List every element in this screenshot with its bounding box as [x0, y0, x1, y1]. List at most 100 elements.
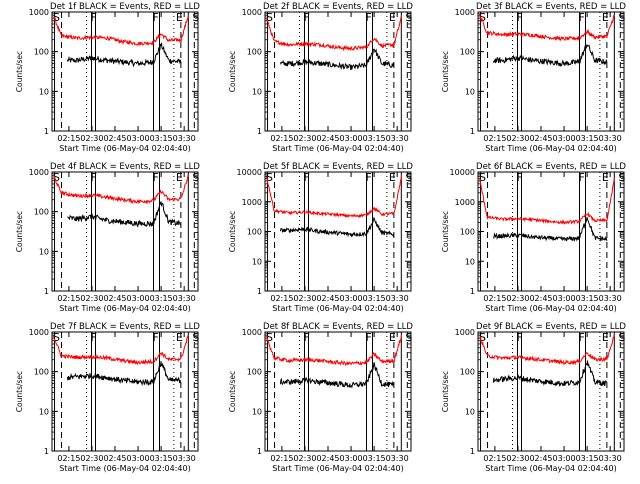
panel: Det 3f BLACK = Events, RED = LLD 1 10 100 10…: [441, 2, 626, 153]
flare-marker-label: F: [579, 171, 585, 184]
flare-marker-label: F: [516, 171, 522, 184]
x-tick-label: 03:00: [127, 294, 150, 303]
y-tick-label: 100: [34, 208, 49, 217]
y-tick-label: 1000: [455, 8, 475, 17]
y-tick-label: 100: [460, 228, 475, 237]
events-series-line: [279, 216, 395, 238]
y-tick-label: 10: [252, 257, 262, 266]
saa-marker-label: S: [266, 11, 273, 24]
x-tick-label: 03:00: [340, 134, 363, 143]
x-axis-label: Start Time (06-May-04 02:04:40): [485, 464, 616, 473]
y-tick-label: 10: [465, 257, 475, 266]
y-axis-label: Counts/sec: [15, 371, 24, 412]
x-tick-label: 03:00: [553, 454, 576, 463]
x-tick-label: 02:30: [80, 134, 103, 143]
eclipse-marker-label: E: [602, 11, 609, 24]
plot-frame: [51, 11, 199, 132]
x-tick-label: 03:15: [576, 454, 599, 463]
x-tick-label: 02:15: [483, 134, 506, 143]
panel: Det 4f BLACK = Events, RED = LLD 1 10 100 10…: [15, 162, 200, 313]
x-tick-label: 03:30: [173, 294, 196, 303]
panel-title: Det 9f BLACK = Events, RED = LLD: [476, 322, 626, 332]
x-axis-label: Start Time (06-May-04 02:04:40): [59, 304, 190, 313]
x-tick-label: 02:45: [316, 454, 339, 463]
y-tick-label: 100: [247, 368, 262, 377]
lld-series-line: [53, 14, 189, 47]
flare-marker-label: F: [303, 331, 309, 344]
y-axis-label: Counts/sec: [441, 51, 450, 92]
events-series-line: [279, 48, 395, 71]
saa-marker-label: S: [405, 11, 412, 24]
x-tick-label: 02:30: [80, 454, 103, 463]
panel: Det 5f BLACK = Events, RED = LLD 1 10 100 10…: [228, 162, 413, 313]
saa-marker-label: S: [53, 11, 60, 24]
x-tick-label: 02:30: [293, 294, 316, 303]
panel: Det 9f BLACK = Events, RED = LLD 1 10 100 10…: [441, 322, 626, 473]
panel: Det 2f BLACK = Events, RED = LLD 1 10 100 10…: [228, 2, 413, 153]
events-series-line: [66, 42, 182, 68]
plot-frame: [477, 331, 625, 452]
flare-marker-label: F: [153, 11, 159, 24]
x-tick-label: 03:15: [363, 454, 386, 463]
events-series-line: [492, 216, 608, 242]
x-axis-label: Start Time (06-May-04 02:04:40): [485, 144, 616, 153]
saa-marker-label: S: [479, 11, 486, 24]
plot-frame: [477, 11, 625, 132]
y-tick-label: 10: [39, 407, 49, 416]
panel-title: Det 6f BLACK = Events, RED = LLD: [476, 162, 626, 172]
x-tick-label: 03:15: [363, 294, 386, 303]
events-series-line: [492, 360, 607, 388]
x-tick-label: 02:15: [270, 294, 293, 303]
x-tick-label: 03:15: [363, 134, 386, 143]
x-tick-label: 03:30: [386, 454, 409, 463]
y-tick-label: 1: [257, 127, 262, 136]
saa-marker-label: S: [618, 11, 625, 24]
eclipse-marker-label: E: [602, 171, 609, 184]
panel: Det 1f BLACK = Events, RED = LLD 1 10 100 10…: [15, 2, 200, 153]
x-tick-label: 03:15: [150, 134, 173, 143]
eclipse-marker-label: E: [602, 331, 609, 344]
x-tick-label: 02:15: [270, 454, 293, 463]
x-tick-label: 02:30: [293, 134, 316, 143]
x-tick-label: 03:15: [150, 294, 173, 303]
lld-series-line: [479, 333, 615, 366]
x-tick-label: 03:30: [173, 454, 196, 463]
flare-marker-label: F: [303, 171, 309, 184]
panel-title: Det 4f BLACK = Events, RED = LLD: [50, 162, 200, 172]
saa-marker-label: S: [192, 331, 199, 344]
x-tick-label: 03:15: [150, 454, 173, 463]
x-tick-label: 02:15: [483, 294, 506, 303]
x-tick-label: 03:30: [173, 134, 196, 143]
y-tick-label: 1: [257, 447, 262, 456]
x-tick-label: 02:45: [103, 454, 126, 463]
flare-marker-label: F: [366, 331, 372, 344]
eclipse-marker-label: E: [176, 11, 183, 24]
y-tick-label: 1: [470, 447, 475, 456]
y-tick-label: 100: [460, 368, 475, 377]
x-tick-label: 02:45: [529, 294, 552, 303]
y-axis-label: Counts/sec: [228, 51, 237, 92]
x-tick-label: 02:45: [316, 134, 339, 143]
x-tick-label: 02:15: [57, 294, 80, 303]
plot-frame: [51, 331, 199, 452]
x-tick-label: 02:45: [103, 294, 126, 303]
lld-series-line: [266, 334, 402, 367]
y-tick-label: 1: [44, 287, 49, 296]
lld-series-line: [479, 13, 615, 42]
x-tick-label: 02:45: [529, 134, 552, 143]
y-tick-label: 100: [34, 48, 49, 57]
y-tick-label: 1000: [455, 198, 475, 207]
x-tick-label: 03:00: [127, 454, 150, 463]
flare-marker-label: F: [90, 11, 96, 24]
x-tick-label: 03:00: [127, 134, 150, 143]
saa-marker-label: S: [618, 331, 625, 344]
y-tick-label: 10000: [237, 168, 262, 177]
saa-marker-label: S: [266, 171, 273, 184]
lld-series-line: [266, 15, 402, 52]
y-axis-label: Counts/sec: [15, 211, 24, 252]
eclipse-marker-label: E: [389, 171, 396, 184]
x-tick-label: 03:00: [340, 294, 363, 303]
y-axis-label: Counts/sec: [441, 371, 450, 412]
